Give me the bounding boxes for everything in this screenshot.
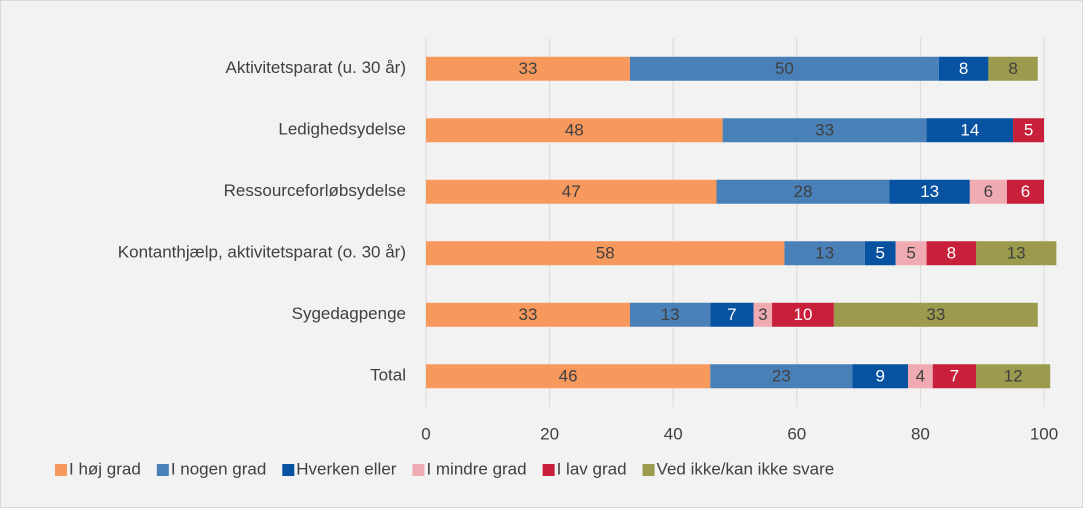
bar-segment xyxy=(784,241,865,266)
bar-segment xyxy=(926,241,977,266)
legend-label: I nogen grad xyxy=(171,459,266,478)
bar-segment xyxy=(426,302,630,327)
legend-swatch xyxy=(412,464,425,476)
bar-segment xyxy=(988,56,1038,81)
data-label: 13 xyxy=(1007,244,1026,263)
bar-segment xyxy=(716,179,890,204)
data-label: 50 xyxy=(775,59,794,78)
data-label: 8 xyxy=(959,59,968,78)
legend-label: Ved ikke/kan ikke svare xyxy=(657,459,835,478)
x-tick-label: 0 xyxy=(421,424,430,443)
y-tick-label: Ressourceforløbsydelse xyxy=(224,181,406,200)
data-label: 12 xyxy=(1004,367,1023,386)
legend-label: Hverken eller xyxy=(296,459,396,478)
data-label: 8 xyxy=(1008,59,1017,78)
legend-label: I høj grad xyxy=(69,459,141,478)
legend-swatch xyxy=(55,464,67,476)
bar-segment xyxy=(1006,179,1044,204)
legend-label: I mindre grad xyxy=(426,459,526,478)
data-label: 33 xyxy=(519,59,538,78)
legend-swatch xyxy=(282,464,295,476)
legend-swatch xyxy=(156,464,169,476)
data-label: 3 xyxy=(758,305,767,324)
bar-segment xyxy=(629,56,939,81)
data-label: 5 xyxy=(906,244,915,263)
data-label: 7 xyxy=(727,305,736,324)
data-label: 5 xyxy=(1024,121,1033,140)
bar-segment xyxy=(710,364,853,389)
bar-segment xyxy=(895,241,927,266)
data-label: 46 xyxy=(559,367,578,386)
legend-swatch xyxy=(542,464,555,476)
bar-segment xyxy=(908,364,933,389)
y-tick-label: Kontanthjælp, aktivitetsparat (o. 30 år) xyxy=(118,243,406,262)
data-label: 23 xyxy=(772,367,791,386)
bar-segment xyxy=(976,364,1051,389)
data-label: 13 xyxy=(815,244,834,263)
x-tick-label: 60 xyxy=(787,424,806,443)
bar-segment xyxy=(753,302,773,327)
data-label: 28 xyxy=(794,182,813,201)
y-tick-label: Sygedagpenge xyxy=(292,304,406,323)
data-label: 4 xyxy=(916,367,925,386)
data-label: 6 xyxy=(984,182,993,201)
bar-segment xyxy=(1013,118,1044,143)
data-label: 33 xyxy=(815,121,834,140)
data-label: 33 xyxy=(519,305,538,324)
bar-segment xyxy=(938,56,989,81)
bar-segment xyxy=(722,118,927,143)
data-label: 8 xyxy=(947,244,956,263)
data-label: 47 xyxy=(562,182,581,201)
y-tick-label: Aktivitetsparat (u. 30 år) xyxy=(226,58,406,77)
bar-segment xyxy=(976,241,1057,266)
data-label: 58 xyxy=(596,244,615,263)
data-label: 14 xyxy=(960,121,979,140)
bar-segment xyxy=(926,118,1014,143)
bar-segment xyxy=(426,56,630,81)
bar-segment xyxy=(932,364,977,389)
bar-segment xyxy=(833,302,1038,327)
legend-swatch xyxy=(642,464,655,476)
bar-segment xyxy=(864,241,896,266)
y-tick-label: Ledighedsydelse xyxy=(278,120,406,139)
bar-segment xyxy=(426,241,785,266)
data-label: 9 xyxy=(875,367,884,386)
data-label: 13 xyxy=(661,305,680,324)
data-label: 7 xyxy=(950,367,959,386)
bar-segment xyxy=(852,364,909,389)
bar-segment xyxy=(426,179,717,204)
data-label: 13 xyxy=(920,182,939,201)
legend-label: I lav grad xyxy=(557,459,627,478)
bar-segment xyxy=(629,302,711,327)
bar-segment xyxy=(772,302,834,327)
bar-segment xyxy=(426,118,723,143)
bar-segment xyxy=(710,302,754,327)
y-tick-label: Total xyxy=(370,366,406,385)
x-tick-label: 20 xyxy=(540,424,559,443)
x-tick-label: 40 xyxy=(664,424,683,443)
data-label: 33 xyxy=(926,305,945,324)
bar-segment xyxy=(426,364,711,389)
data-label: 10 xyxy=(794,305,813,324)
data-label: 5 xyxy=(875,244,884,263)
bar-segment xyxy=(969,179,1007,204)
data-label: 6 xyxy=(1021,182,1030,201)
x-tick-label: 80 xyxy=(911,424,930,443)
x-tick-label: 100 xyxy=(1030,424,1058,443)
data-label: 48 xyxy=(565,121,584,140)
bar-segment xyxy=(889,179,970,204)
